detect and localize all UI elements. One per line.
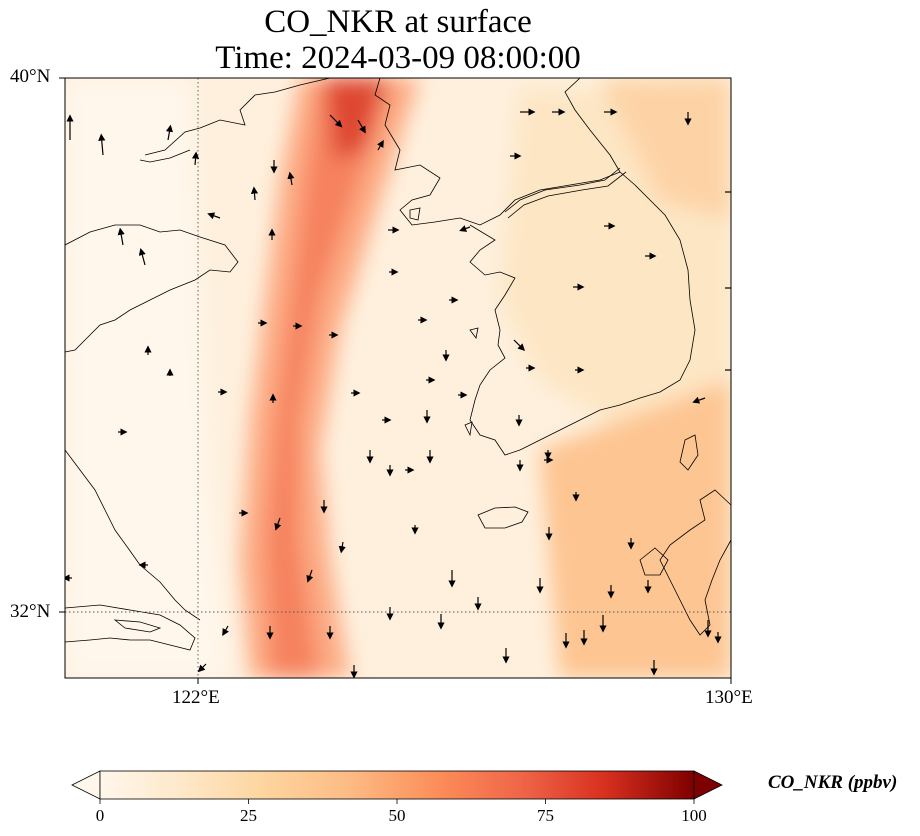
colorbar-tick-0: 0 xyxy=(95,806,105,825)
colorbar xyxy=(71,770,723,804)
coastlines xyxy=(65,78,731,651)
lon-label-122e: 122°E xyxy=(172,687,220,708)
colorbar-tick-100: 100 xyxy=(681,806,707,825)
island-small-2 xyxy=(469,327,479,339)
wind-arrow xyxy=(329,114,343,128)
co-concentration-field xyxy=(65,78,731,678)
island-goto xyxy=(639,547,669,576)
island-small-1 xyxy=(409,207,421,221)
wind-arrow xyxy=(377,139,384,151)
wind-arrow xyxy=(165,124,174,141)
wind-arrow xyxy=(117,227,125,246)
coastline-kyushu xyxy=(659,489,731,636)
colorbar-gradient xyxy=(99,770,695,800)
wind-arrow xyxy=(222,625,229,637)
coastline-bohai xyxy=(139,149,191,163)
coastline-korea-bay xyxy=(374,78,621,226)
wind-arrow xyxy=(98,133,106,156)
colorbar-tick-50: 50 xyxy=(388,806,406,825)
wind-arrow xyxy=(306,569,314,583)
wind-arrow xyxy=(191,151,200,166)
wind-vectors xyxy=(65,108,731,678)
border-line-1 xyxy=(504,167,621,213)
island-jeju xyxy=(477,506,529,529)
coastline-jiangsu xyxy=(65,449,201,621)
wind-arrow xyxy=(357,119,366,134)
island-chongming xyxy=(113,619,162,633)
colorbar-title: CO_NKR (ppbv) xyxy=(768,772,898,793)
wind-arrow xyxy=(207,212,221,220)
wind-arrow xyxy=(197,663,207,673)
colorbar-tick-25: 25 xyxy=(240,806,257,825)
colorbar-tick-75: 75 xyxy=(537,806,554,825)
coastline-shandong xyxy=(65,224,239,353)
map-title-line2: Time: 2024-03-09 08:00:00 xyxy=(215,40,581,76)
lat-label-40n: 40°N xyxy=(10,66,51,87)
axis-ticks xyxy=(59,77,732,684)
coastline-korea-north-east xyxy=(564,78,621,173)
wind-arrow xyxy=(274,517,282,531)
lat-label-32n: 32°N xyxy=(10,601,51,622)
wind-arrow xyxy=(138,247,146,266)
wind-arrow xyxy=(692,396,706,404)
wind-arrow xyxy=(459,225,471,232)
coastline-yangtze-estuary xyxy=(65,604,196,651)
colorbar-extend-high xyxy=(693,770,723,800)
coastline-korea-peninsula xyxy=(469,171,696,456)
gridlines xyxy=(65,78,731,678)
map-title-line1: CO_NKR at surface xyxy=(264,4,532,40)
coastline-liaodong-west xyxy=(144,78,331,156)
border-line-2 xyxy=(507,171,627,219)
wind-arrow xyxy=(287,171,295,186)
wind-arrow xyxy=(513,339,526,352)
island-small-3 xyxy=(464,421,473,437)
map-frame xyxy=(64,77,732,679)
colorbar-extend-low xyxy=(71,770,101,800)
wind-arrow xyxy=(250,186,259,201)
island-tsushima xyxy=(679,434,699,471)
wind-arrow xyxy=(338,541,346,554)
lon-label-130e: 130°E xyxy=(705,687,753,708)
